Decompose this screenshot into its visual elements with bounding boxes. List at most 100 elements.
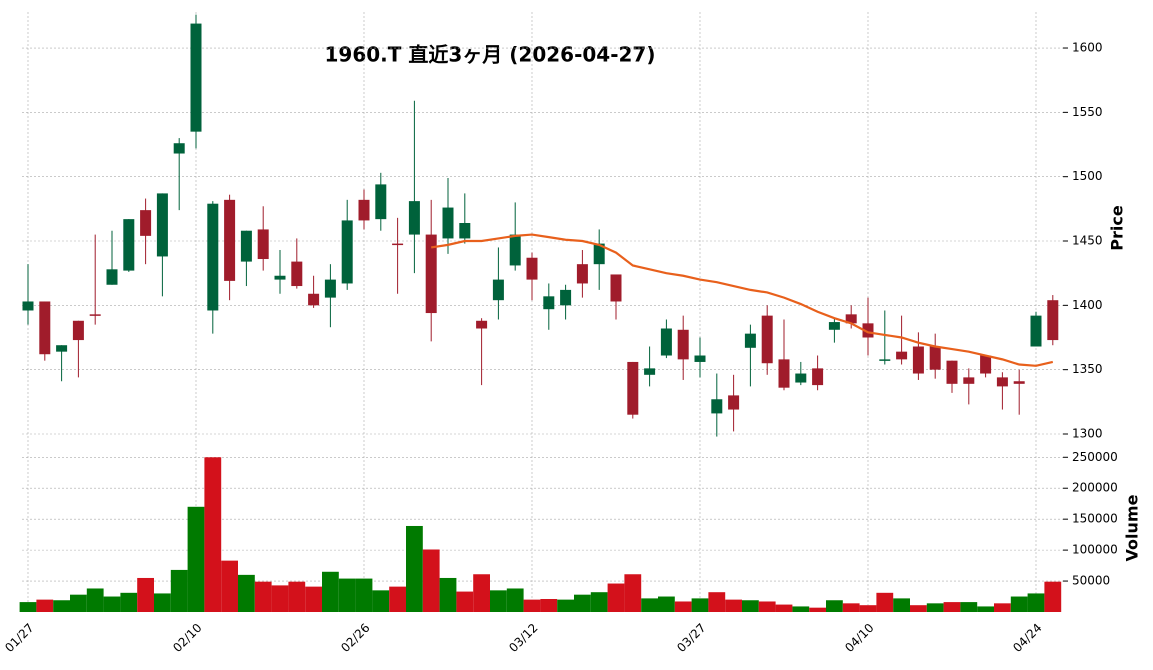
volume-bar <box>120 592 138 612</box>
volume-bar <box>103 596 121 612</box>
volume-bar <box>154 593 171 612</box>
candle-body <box>190 23 202 132</box>
candle-body <box>224 199 236 281</box>
volume-bar <box>86 588 104 612</box>
volume-bar <box>624 574 642 612</box>
volume-bar <box>876 592 894 612</box>
candle-body <box>274 275 286 280</box>
volume-bar <box>523 599 541 612</box>
volume-bar <box>674 601 692 612</box>
y-tick-label: 1350 <box>1072 362 1103 376</box>
candle-body <box>89 314 101 316</box>
candle-body <box>56 345 68 352</box>
volume-bar <box>204 457 222 612</box>
volume-bar <box>842 603 860 612</box>
candle-body <box>560 289 572 306</box>
candle-body <box>980 355 992 374</box>
volume-tick-label: 100000 <box>1072 543 1118 557</box>
volume-bar <box>910 605 927 612</box>
x-tick-label: 04/24 <box>1010 621 1044 655</box>
volume-bar <box>1027 593 1045 612</box>
volume-bar <box>490 590 507 612</box>
volume-bar <box>271 585 289 612</box>
candle-body <box>627 361 639 415</box>
candle-body <box>207 203 219 311</box>
x-tick-label: 03/12 <box>506 621 540 655</box>
volume-bar <box>641 598 658 612</box>
candle-body <box>711 399 723 414</box>
volume-bar <box>977 606 994 612</box>
candle-body <box>173 143 185 154</box>
x-tick-label: 04/10 <box>842 621 876 655</box>
volume-bar <box>372 590 390 612</box>
volume-bar <box>826 600 843 612</box>
candle-body <box>1013 381 1025 384</box>
volume-bar <box>389 586 406 612</box>
candle-body <box>744 333 756 348</box>
candle-body <box>123 219 135 271</box>
volume-bar <box>254 581 272 612</box>
candle-body <box>509 234 521 266</box>
candle-body <box>308 293 320 306</box>
candle-body <box>677 329 689 360</box>
candle-body <box>862 323 874 338</box>
candle-body <box>375 184 387 220</box>
volume-bar <box>305 586 322 612</box>
volume-bar <box>19 602 37 612</box>
candle-body <box>39 301 51 355</box>
volume-bar <box>439 577 457 612</box>
volume-bar <box>691 598 709 612</box>
candle-body <box>845 314 857 324</box>
volume-bar <box>960 602 978 612</box>
volume-bar <box>725 599 742 612</box>
volume-bar <box>742 600 759 612</box>
candle-body <box>778 359 790 388</box>
candle-body <box>22 301 34 311</box>
volume-bar <box>590 592 608 612</box>
candle-body <box>291 261 303 287</box>
candle-body <box>358 199 370 221</box>
volume-bar <box>809 607 826 612</box>
candle-body <box>341 220 353 284</box>
volume-bar <box>607 583 625 612</box>
volume-bar <box>708 592 726 612</box>
volume-tick-label: 250000 <box>1072 450 1118 464</box>
volume-bar <box>238 574 255 612</box>
volume-bar <box>473 574 490 612</box>
y-tick-label: 1450 <box>1072 234 1103 248</box>
volume-tick-label: 200000 <box>1072 481 1118 495</box>
candle-body <box>459 222 471 239</box>
chart-title: 1960.T 直近3ヶ月 (2026-04-27) <box>325 43 656 67</box>
y-tick-label: 1500 <box>1072 169 1103 183</box>
candle-body <box>1047 300 1059 341</box>
x-tick-label: 02/26 <box>338 621 372 655</box>
volume-bar <box>859 605 877 612</box>
volume-axis-label: Volume <box>1123 494 1142 561</box>
candle-body <box>408 201 420 235</box>
y-tick-label: 1600 <box>1072 41 1103 55</box>
volume-bar <box>288 581 306 612</box>
volume-bar <box>53 600 70 612</box>
volume-bar <box>943 602 961 612</box>
volume-bar <box>540 599 558 612</box>
candle-body <box>240 230 252 262</box>
volume-tick-label: 150000 <box>1072 512 1118 526</box>
volume-bar <box>322 571 339 612</box>
volume-bar <box>187 506 205 612</box>
volume-bar <box>994 603 1011 612</box>
candle-body <box>324 279 336 298</box>
volume-bar <box>1010 596 1028 612</box>
candle-body <box>644 368 656 375</box>
x-tick-label: 02/10 <box>170 621 204 655</box>
volume-bar <box>758 601 776 612</box>
volume-bar <box>355 578 373 612</box>
volume-bar <box>658 596 675 612</box>
volume-bar <box>170 569 188 612</box>
candle-body <box>660 328 672 356</box>
x-tick-label: 03/27 <box>674 621 708 655</box>
volume-bar <box>792 606 810 612</box>
candle-body <box>476 320 488 329</box>
volume-bar <box>456 591 474 612</box>
candle-body <box>425 234 437 314</box>
